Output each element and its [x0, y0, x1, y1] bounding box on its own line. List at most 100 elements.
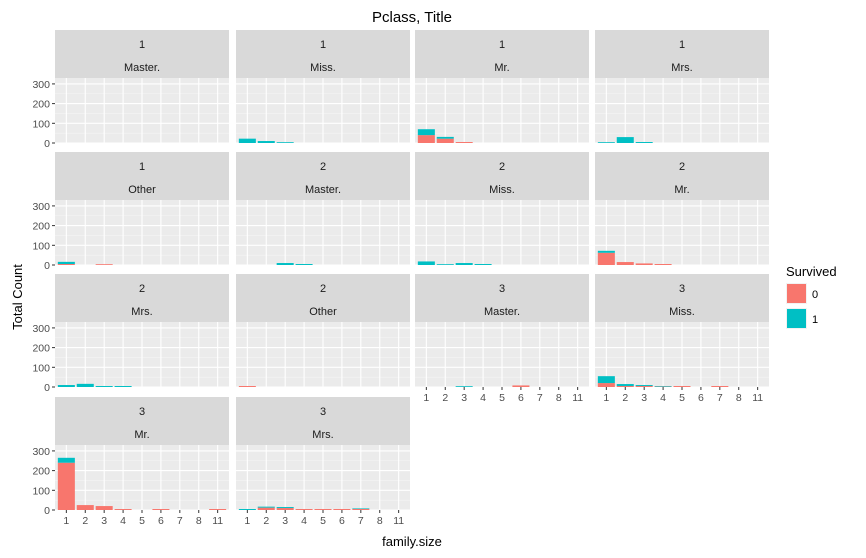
x-tick-label: 2 [263, 515, 269, 527]
legend: Survived 0 1 [786, 264, 837, 329]
facet-strip [55, 397, 229, 445]
x-tick-label: 3 [641, 392, 647, 404]
facet-title-label: Master. [124, 62, 160, 74]
bar-survived-1 [597, 250, 615, 253]
x-tick-label: 4 [120, 515, 126, 527]
facet-strip [595, 30, 769, 78]
bar-survived-0 [295, 509, 313, 510]
y-tick-label: 300 [32, 323, 50, 335]
facet-title-label: Master. [484, 306, 520, 318]
facet-strip [236, 397, 410, 445]
bar-survived-1 [616, 137, 634, 143]
legend-item-label: 1 [812, 314, 818, 326]
bar-survived-1 [276, 142, 294, 143]
legend-title: Survived [786, 264, 837, 279]
facet-pclass-label: 1 [320, 39, 326, 51]
facet-panel: 2 Miss. [415, 152, 589, 266]
bar-survived-1 [257, 506, 275, 508]
x-tick-label: 7 [717, 392, 723, 404]
facet-title-label: Mrs. [312, 429, 333, 441]
bar-survived-0 [114, 509, 132, 510]
bar-survived-0 [455, 142, 473, 143]
y-tick-label: 300 [32, 446, 50, 458]
x-tick-label: 7 [358, 515, 364, 527]
bar-survived-1 [276, 507, 294, 509]
x-axis-title: family.size [382, 534, 442, 549]
facet-title-label: Mrs. [131, 306, 152, 318]
x-tick-label: 11 [752, 392, 763, 404]
bar-survived-0 [616, 386, 634, 387]
y-tick-label: 0 [44, 382, 50, 394]
y-tick-label: 0 [44, 260, 50, 272]
facet-title-label: Other [309, 306, 337, 318]
bar-survived-0 [635, 263, 653, 265]
facet-panel: 1 Mr. [415, 30, 589, 144]
facet-strip [595, 274, 769, 322]
bar-survived-1 [57, 385, 75, 387]
facet-pclass-label: 3 [679, 283, 685, 295]
bar-survived-1 [114, 386, 132, 387]
bar-survived-1 [616, 384, 634, 387]
facet-panel: 3 Mr. 0 100 200 300 1 2 3 4 5 6 7 8 11 [32, 397, 229, 527]
bar-survived-0 [57, 462, 75, 510]
bar-survived-0 [512, 385, 530, 387]
facet-panel: 1 Master. 0 100 200 300 [32, 30, 229, 150]
x-tick-label: 4 [301, 515, 307, 527]
facet-title-label: Master. [305, 184, 341, 196]
facet-strip [236, 274, 410, 322]
x-tick-label: 6 [698, 392, 704, 404]
bar-survived-1 [474, 264, 492, 265]
facet-panel: 2 Master. [236, 152, 410, 266]
x-tick-label: 6 [518, 392, 524, 404]
x-tick-label: 2 [82, 515, 88, 527]
y-tick-label: 200 [32, 99, 50, 111]
y-tick-label: 100 [32, 362, 50, 374]
facet-title-label: Other [128, 184, 156, 196]
bar-survived-1 [276, 263, 294, 265]
facet-strip [55, 274, 229, 322]
facet-panel: 1 Mrs. [595, 30, 769, 144]
y-tick-label: 100 [32, 240, 50, 252]
facet-title-label: Miss. [669, 306, 695, 318]
bar-survived-0 [257, 507, 275, 510]
x-tick-label: 8 [377, 515, 383, 527]
x-tick-label: 4 [480, 392, 486, 404]
facet-pclass-label: 2 [320, 283, 326, 295]
bar-survived-1 [597, 142, 615, 143]
bar-survived-0 [95, 506, 113, 510]
bar-survived-1 [417, 129, 435, 136]
facet-strip [415, 152, 589, 200]
x-tick-label: 11 [212, 515, 223, 527]
x-tick-label: 1 [423, 392, 429, 404]
facet-strip [415, 30, 589, 78]
facet-panel: 2 Other [236, 274, 410, 388]
facet-pclass-label: 1 [139, 39, 145, 51]
facet-pclass-label: 1 [679, 39, 685, 51]
x-tick-label: 5 [679, 392, 685, 404]
x-tick-label: 6 [339, 515, 345, 527]
facet-panel: 3 Mrs. 1 2 3 4 5 6 7 8 11 [236, 397, 410, 527]
bar-survived-0 [711, 386, 729, 387]
legend-key-swatch [787, 284, 806, 303]
bar-survived-1 [635, 142, 653, 143]
bar-survived-0 [57, 264, 75, 265]
facet-pclass-label: 2 [320, 161, 326, 173]
x-tick-label: 1 [603, 392, 609, 404]
facet-title-label: Mrs. [671, 62, 692, 74]
x-tick-label: 8 [556, 392, 562, 404]
x-tick-label: 7 [537, 392, 543, 404]
bar-survived-0 [673, 386, 691, 387]
bar-survived-0 [276, 508, 294, 510]
x-tick-label: 4 [660, 392, 666, 404]
bar-survived-1 [57, 261, 75, 265]
y-tick-label: 100 [32, 485, 50, 497]
bar-survived-1 [635, 385, 653, 387]
chart-title: Pclass, Title [372, 9, 452, 26]
facet-strip [415, 274, 589, 322]
legend-item-label: 0 [812, 289, 818, 301]
facet-pclass-label: 2 [499, 161, 505, 173]
facet-strip [236, 30, 410, 78]
x-tick-label: 3 [282, 515, 288, 527]
facet-panel: 3 Miss. 1 2 3 4 5 6 7 8 11 [595, 274, 769, 404]
facet-panel: 1 Miss. [236, 30, 410, 144]
